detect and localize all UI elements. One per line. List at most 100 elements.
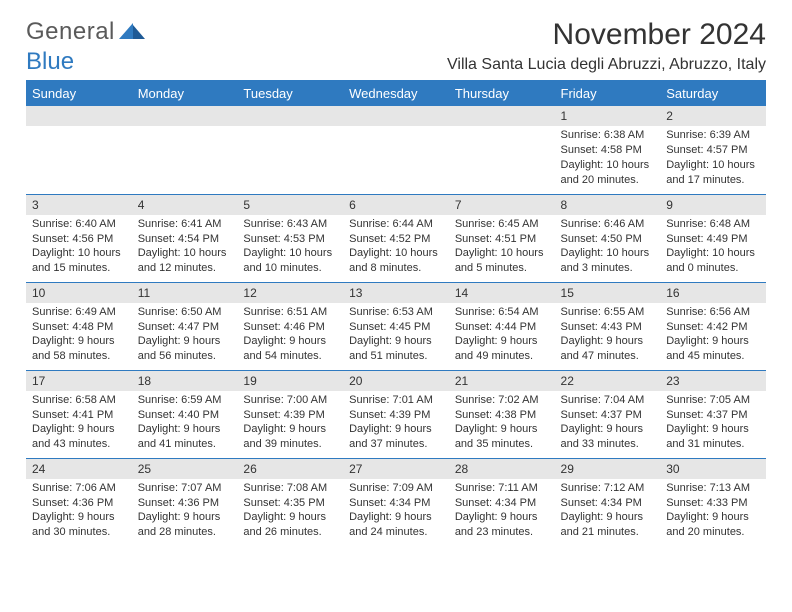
daylight-text: Daylight: 9 hours and 54 minutes.	[243, 334, 337, 364]
day-details: Sunrise: 7:12 AMSunset: 4:34 PMDaylight:…	[555, 479, 661, 544]
calendar-week-row: 10Sunrise: 6:49 AMSunset: 4:48 PMDayligh…	[26, 282, 766, 370]
calendar-day-cell: 7Sunrise: 6:45 AMSunset: 4:51 PMDaylight…	[449, 194, 555, 282]
header: General November 2024 Villa Santa Lucia …	[0, 0, 792, 80]
daylight-text: Daylight: 10 hours and 3 minutes.	[561, 246, 655, 276]
daylight-text: Daylight: 9 hours and 45 minutes.	[666, 334, 760, 364]
sunrise-text: Sunrise: 7:09 AM	[349, 481, 443, 496]
sunrise-text: Sunrise: 7:04 AM	[561, 393, 655, 408]
daylight-text: Daylight: 9 hours and 35 minutes.	[455, 422, 549, 452]
sunset-text: Sunset: 4:39 PM	[349, 408, 443, 423]
calendar-day-cell: 28Sunrise: 7:11 AMSunset: 4:34 PMDayligh…	[449, 458, 555, 546]
calendar-day-cell: 23Sunrise: 7:05 AMSunset: 4:37 PMDayligh…	[660, 370, 766, 458]
sunset-text: Sunset: 4:34 PM	[455, 496, 549, 511]
sunset-text: Sunset: 4:34 PM	[561, 496, 655, 511]
calendar-day-cell	[237, 106, 343, 194]
day-number: 20	[343, 371, 449, 391]
daylight-text: Daylight: 10 hours and 20 minutes.	[561, 158, 655, 188]
sunset-text: Sunset: 4:56 PM	[32, 232, 126, 247]
brand-part1: General	[26, 18, 115, 46]
sunrise-text: Sunrise: 7:13 AM	[666, 481, 760, 496]
calendar-week-row: 1Sunrise: 6:38 AMSunset: 4:58 PMDaylight…	[26, 106, 766, 194]
daylight-text: Daylight: 9 hours and 23 minutes.	[455, 510, 549, 540]
calendar-day-cell: 9Sunrise: 6:48 AMSunset: 4:49 PMDaylight…	[660, 194, 766, 282]
day-details: Sunrise: 7:09 AMSunset: 4:34 PMDaylight:…	[343, 479, 449, 544]
day-header: Wednesday	[343, 81, 449, 106]
sunrise-text: Sunrise: 7:08 AM	[243, 481, 337, 496]
daylight-text: Daylight: 10 hours and 12 minutes.	[138, 246, 232, 276]
sunrise-text: Sunrise: 6:59 AM	[138, 393, 232, 408]
day-details: Sunrise: 6:53 AMSunset: 4:45 PMDaylight:…	[343, 303, 449, 368]
sunset-text: Sunset: 4:33 PM	[666, 496, 760, 511]
calendar-day-cell: 16Sunrise: 6:56 AMSunset: 4:42 PMDayligh…	[660, 282, 766, 370]
day-header: Sunday	[26, 81, 132, 106]
day-number: 6	[343, 195, 449, 215]
day-number: 15	[555, 283, 661, 303]
day-details: Sunrise: 7:00 AMSunset: 4:39 PMDaylight:…	[237, 391, 343, 456]
day-details: Sunrise: 7:02 AMSunset: 4:38 PMDaylight:…	[449, 391, 555, 456]
sunrise-text: Sunrise: 6:44 AM	[349, 217, 443, 232]
sunrise-text: Sunrise: 6:54 AM	[455, 305, 549, 320]
daylight-text: Daylight: 9 hours and 58 minutes.	[32, 334, 126, 364]
sunset-text: Sunset: 4:38 PM	[455, 408, 549, 423]
day-details: Sunrise: 6:44 AMSunset: 4:52 PMDaylight:…	[343, 215, 449, 280]
day-details: Sunrise: 7:04 AMSunset: 4:37 PMDaylight:…	[555, 391, 661, 456]
sunset-text: Sunset: 4:43 PM	[561, 320, 655, 335]
calendar-day-cell	[449, 106, 555, 194]
day-number: 10	[26, 283, 132, 303]
sunset-text: Sunset: 4:37 PM	[666, 408, 760, 423]
day-number: 11	[132, 283, 238, 303]
day-details: Sunrise: 6:39 AMSunset: 4:57 PMDaylight:…	[660, 126, 766, 191]
day-number: 5	[237, 195, 343, 215]
daylight-text: Daylight: 9 hours and 31 minutes.	[666, 422, 760, 452]
calendar-day-cell: 2Sunrise: 6:39 AMSunset: 4:57 PMDaylight…	[660, 106, 766, 194]
day-details: Sunrise: 6:40 AMSunset: 4:56 PMDaylight:…	[26, 215, 132, 280]
day-number: 26	[237, 459, 343, 479]
day-details: Sunrise: 7:05 AMSunset: 4:37 PMDaylight:…	[660, 391, 766, 456]
day-number: 13	[343, 283, 449, 303]
day-header: Friday	[555, 81, 661, 106]
calendar-head: SundayMondayTuesdayWednesdayThursdayFrid…	[26, 81, 766, 106]
day-number: 28	[449, 459, 555, 479]
day-number: 30	[660, 459, 766, 479]
daylight-text: Daylight: 10 hours and 0 minutes.	[666, 246, 760, 276]
daylight-text: Daylight: 9 hours and 39 minutes.	[243, 422, 337, 452]
calendar-day-cell: 3Sunrise: 6:40 AMSunset: 4:56 PMDaylight…	[26, 194, 132, 282]
sunset-text: Sunset: 4:54 PM	[138, 232, 232, 247]
day-header-row: SundayMondayTuesdayWednesdayThursdayFrid…	[26, 81, 766, 106]
sunset-text: Sunset: 4:48 PM	[32, 320, 126, 335]
sunrise-text: Sunrise: 6:39 AM	[666, 128, 760, 143]
sunset-text: Sunset: 4:50 PM	[561, 232, 655, 247]
sunrise-text: Sunrise: 6:41 AM	[138, 217, 232, 232]
daylight-text: Daylight: 9 hours and 41 minutes.	[138, 422, 232, 452]
brand-part2: Blue	[26, 48, 74, 75]
sunrise-text: Sunrise: 7:12 AM	[561, 481, 655, 496]
day-number: 8	[555, 195, 661, 215]
daylight-text: Daylight: 9 hours and 20 minutes.	[666, 510, 760, 540]
day-number: 14	[449, 283, 555, 303]
daylight-text: Daylight: 9 hours and 56 minutes.	[138, 334, 232, 364]
day-number: 21	[449, 371, 555, 391]
daylight-text: Daylight: 9 hours and 37 minutes.	[349, 422, 443, 452]
day-details: Sunrise: 6:38 AMSunset: 4:58 PMDaylight:…	[555, 126, 661, 191]
sunset-text: Sunset: 4:57 PM	[666, 143, 760, 158]
daylight-text: Daylight: 10 hours and 17 minutes.	[666, 158, 760, 188]
daylight-text: Daylight: 9 hours and 43 minutes.	[32, 422, 126, 452]
day-details: Sunrise: 6:51 AMSunset: 4:46 PMDaylight:…	[237, 303, 343, 368]
day-number: 29	[555, 459, 661, 479]
day-header: Tuesday	[237, 81, 343, 106]
calendar-day-cell: 1Sunrise: 6:38 AMSunset: 4:58 PMDaylight…	[555, 106, 661, 194]
sunset-text: Sunset: 4:42 PM	[666, 320, 760, 335]
day-number: 12	[237, 283, 343, 303]
calendar-day-cell: 14Sunrise: 6:54 AMSunset: 4:44 PMDayligh…	[449, 282, 555, 370]
day-number: 7	[449, 195, 555, 215]
day-details: Sunrise: 6:55 AMSunset: 4:43 PMDaylight:…	[555, 303, 661, 368]
day-details: Sunrise: 6:56 AMSunset: 4:42 PMDaylight:…	[660, 303, 766, 368]
sunset-text: Sunset: 4:49 PM	[666, 232, 760, 247]
day-details: Sunrise: 6:58 AMSunset: 4:41 PMDaylight:…	[26, 391, 132, 456]
sunrise-text: Sunrise: 6:56 AM	[666, 305, 760, 320]
sunset-text: Sunset: 4:34 PM	[349, 496, 443, 511]
sunset-text: Sunset: 4:45 PM	[349, 320, 443, 335]
calendar-day-cell: 4Sunrise: 6:41 AMSunset: 4:54 PMDaylight…	[132, 194, 238, 282]
calendar-week-row: 24Sunrise: 7:06 AMSunset: 4:36 PMDayligh…	[26, 458, 766, 546]
daylight-text: Daylight: 9 hours and 24 minutes.	[349, 510, 443, 540]
